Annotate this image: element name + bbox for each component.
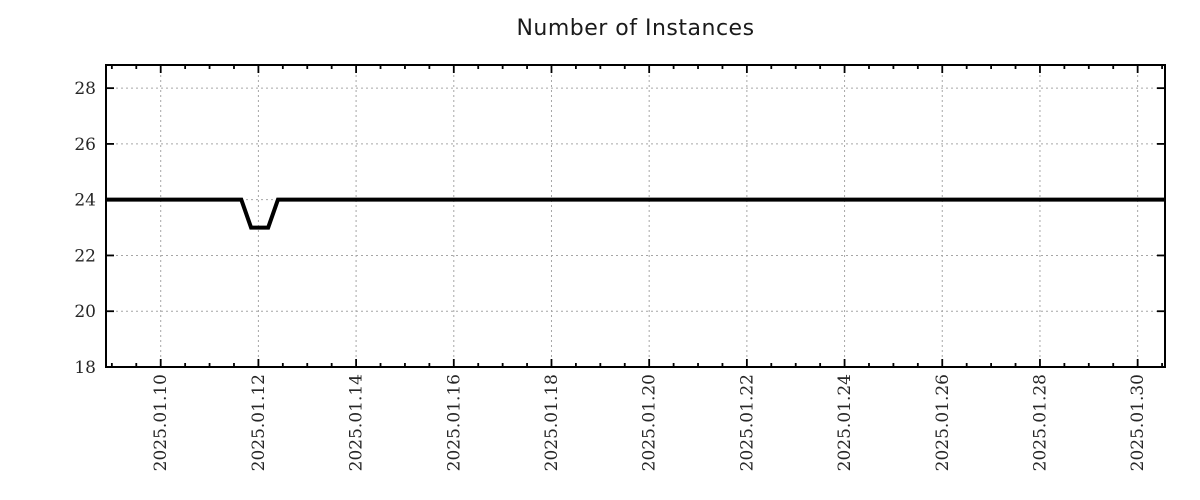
x-tick-label: 2025.01.10 xyxy=(151,374,171,471)
x-tick-label: 2025.01.12 xyxy=(249,374,269,471)
x-tick-label: 2025.01.18 xyxy=(542,374,562,471)
y-tick-label: 20 xyxy=(74,302,96,322)
x-tick-label: 2025.01.30 xyxy=(1128,374,1148,471)
y-tick-label: 22 xyxy=(74,246,96,266)
x-tick-label: 2025.01.26 xyxy=(933,374,953,471)
y-tick-label: 24 xyxy=(74,191,96,211)
x-tick-label: 2025.01.28 xyxy=(1030,374,1050,471)
y-tick-label: 18 xyxy=(74,358,96,378)
x-tick-labels: 2025.01.10 2025.01.12 2025.01.14 2025.01.16… xyxy=(151,374,1148,471)
axis-ticks xyxy=(106,65,1165,368)
x-tick-label: 2025.01.24 xyxy=(835,374,855,471)
gridlines xyxy=(106,65,1165,367)
x-tick-label: 2025.01.16 xyxy=(444,374,464,471)
plot-border xyxy=(105,64,1166,368)
y-tick-label: 28 xyxy=(74,79,96,99)
chart-title: Number of Instances xyxy=(516,16,755,41)
series-line-instances xyxy=(106,197,1165,230)
x-tick-label: 2025.01.20 xyxy=(640,374,660,471)
x-tick-label: 2025.01.22 xyxy=(737,374,757,471)
y-tick-label: 26 xyxy=(74,135,96,155)
x-tick-label: 2025.01.14 xyxy=(347,374,367,471)
y-tick-labels: 18 20 22 24 26 28 xyxy=(74,79,96,378)
